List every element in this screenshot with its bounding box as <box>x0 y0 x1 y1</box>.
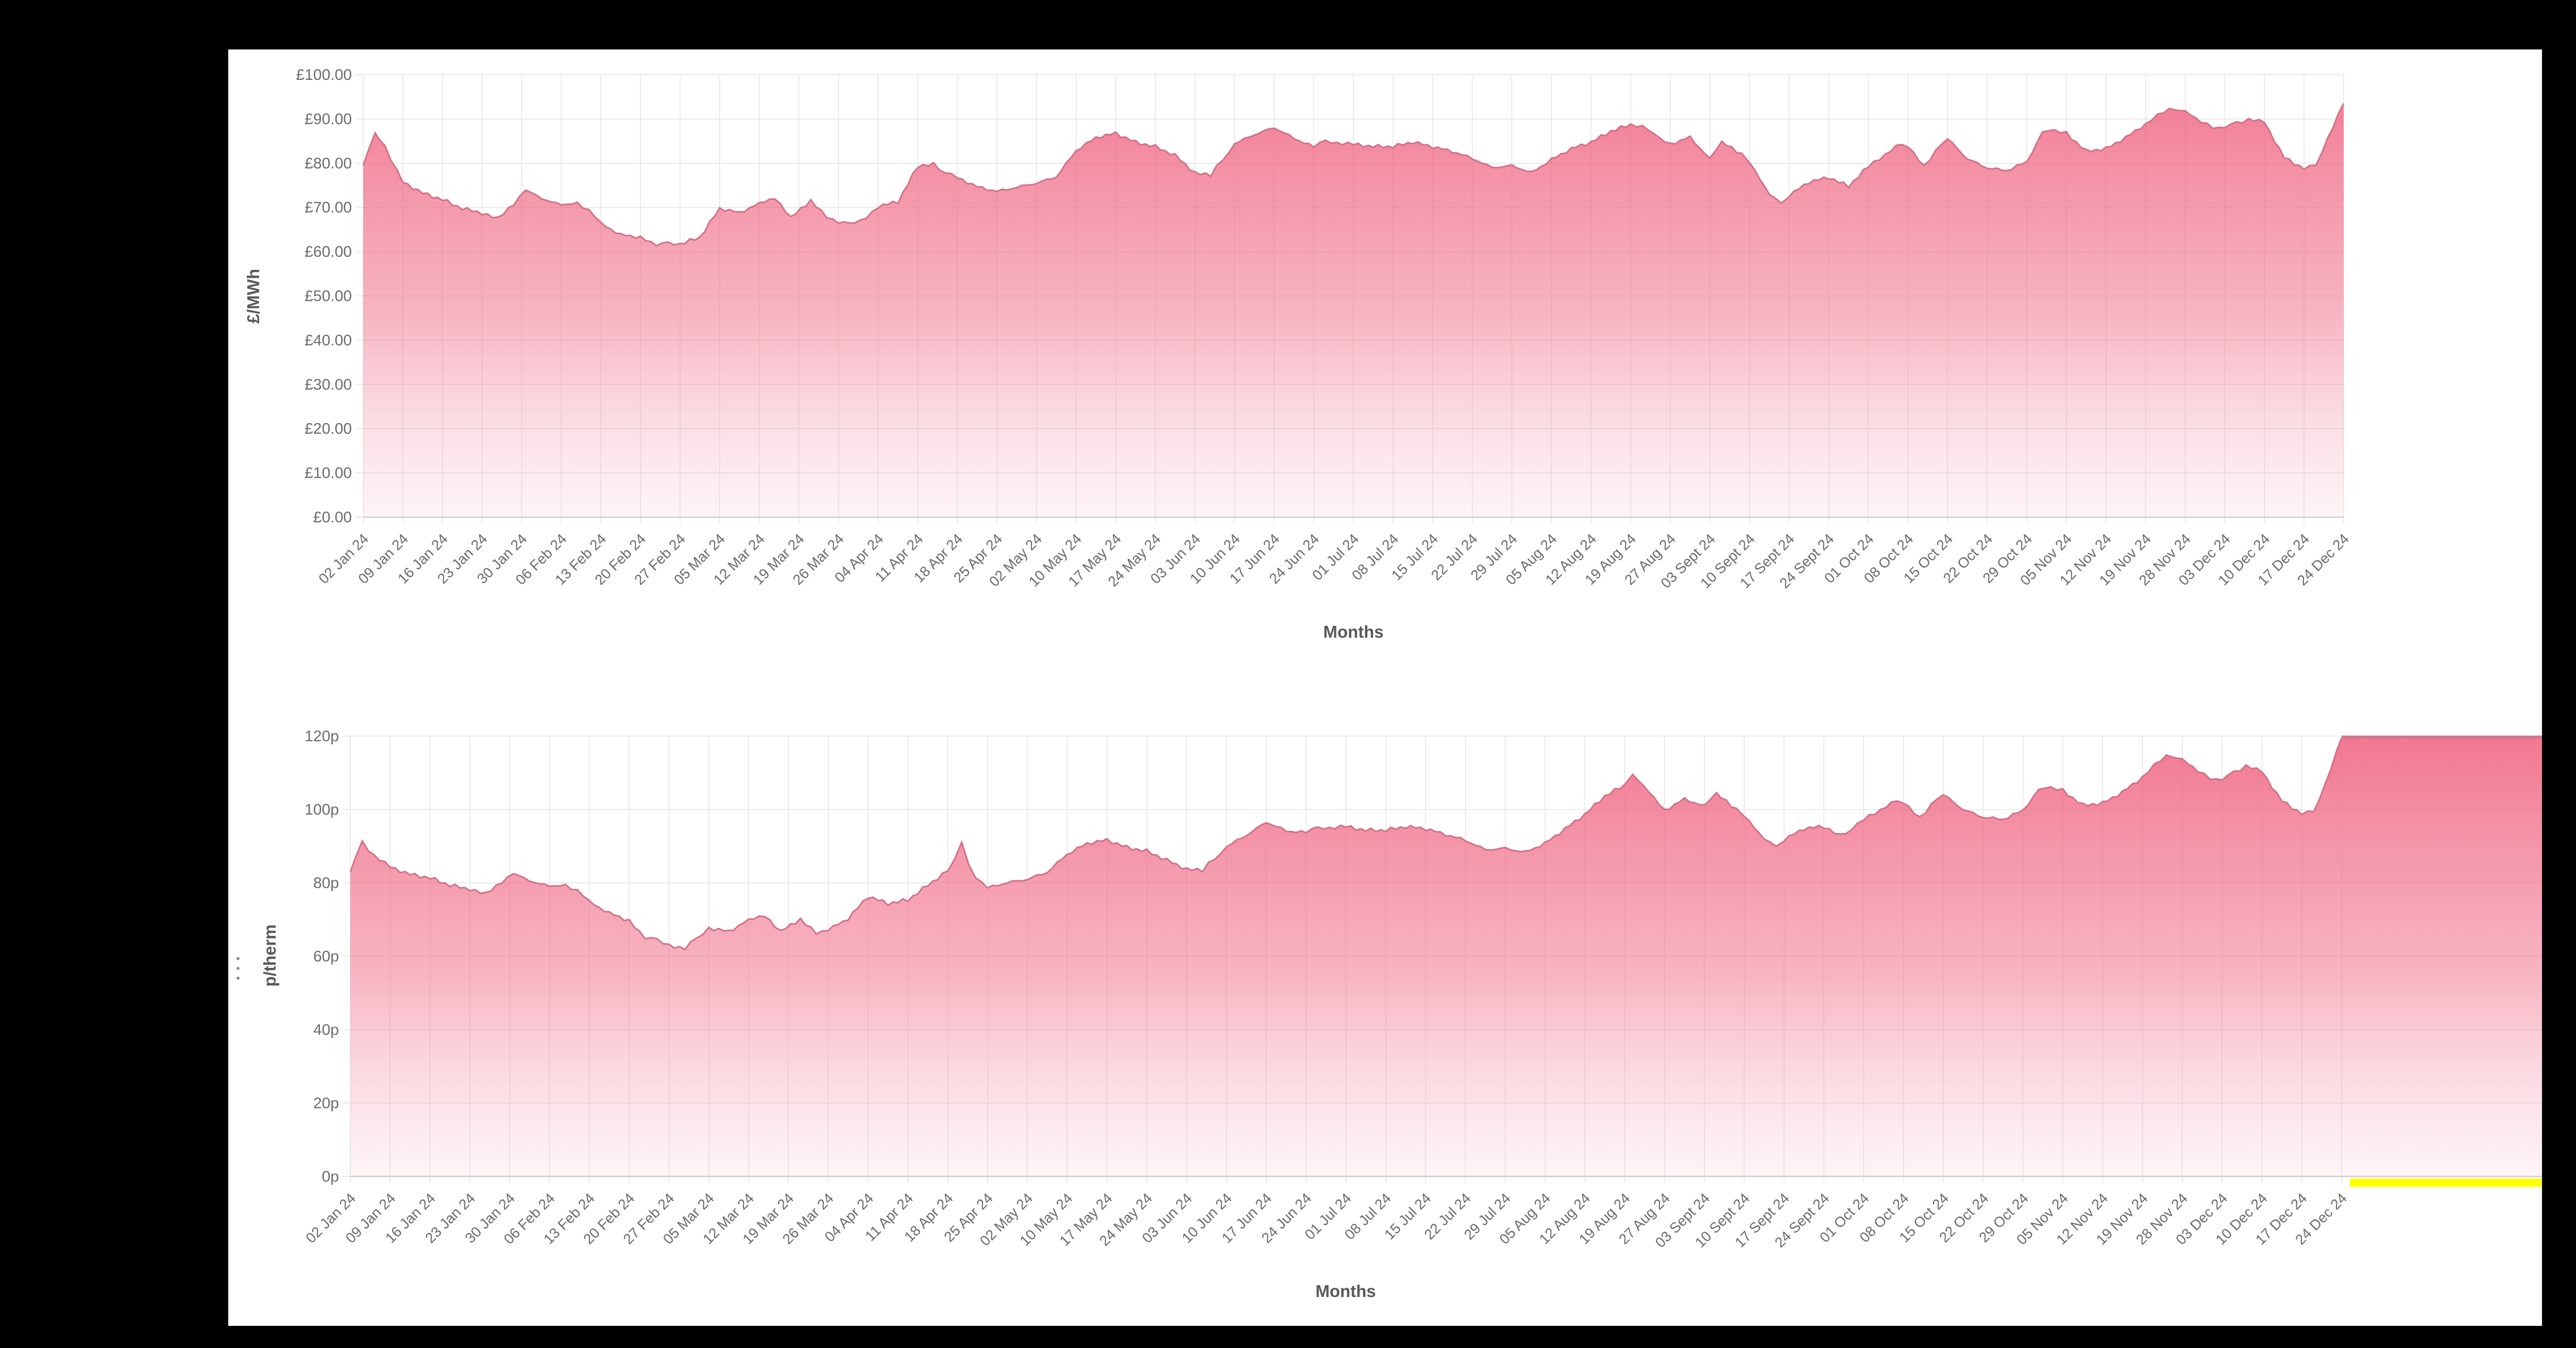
gas-y-axis-title: p/therm <box>260 924 279 987</box>
svg-text:£100.00: £100.00 <box>296 66 352 83</box>
svg-text:40p: 40p <box>313 1021 339 1038</box>
svg-text:60p: 60p <box>313 948 339 965</box>
svg-text:£40.00: £40.00 <box>304 332 352 349</box>
svg-text:£90.00: £90.00 <box>304 111 352 128</box>
drag-handle-dot <box>236 977 240 980</box>
power-y-axis-title: £/MWh <box>244 268 263 324</box>
svg-text:120p: 120p <box>304 728 339 745</box>
svg-text:100p: 100p <box>304 801 339 818</box>
content-surface: £100.00 £90.00 £80.00 £70.00 £60.00 £50.00 £40… <box>228 49 2542 1326</box>
svg-text:£30.00: £30.00 <box>304 376 352 393</box>
svg-text:£50.00: £50.00 <box>304 288 352 305</box>
drag-handle-icon[interactable] <box>234 957 242 980</box>
power-area-chart-canvas[interactable]: £100.00 £90.00 £80.00 £70.00 £60.00 £50.00 £40… <box>228 49 2542 664</box>
yellow-highlight-bar[interactable] <box>2350 1179 2542 1187</box>
svg-text:20p: 20p <box>313 1095 339 1112</box>
drag-handle-dot <box>236 967 240 970</box>
svg-text:80p: 80p <box>313 875 339 892</box>
drag-handle-dot <box>236 957 240 960</box>
gas-x-axis-title: Months <box>1315 1282 1376 1301</box>
svg-text:0p: 0p <box>322 1168 339 1185</box>
svg-text:£0.00: £0.00 <box>313 509 352 526</box>
svg-text:£10.00: £10.00 <box>304 465 352 482</box>
svg-text:£70.00: £70.00 <box>304 199 352 216</box>
svg-text:£20.00: £20.00 <box>304 420 352 437</box>
svg-text:£80.00: £80.00 <box>304 155 352 172</box>
power-x-axis-title: Months <box>1323 622 1384 641</box>
svg-text:£60.00: £60.00 <box>304 244 352 261</box>
